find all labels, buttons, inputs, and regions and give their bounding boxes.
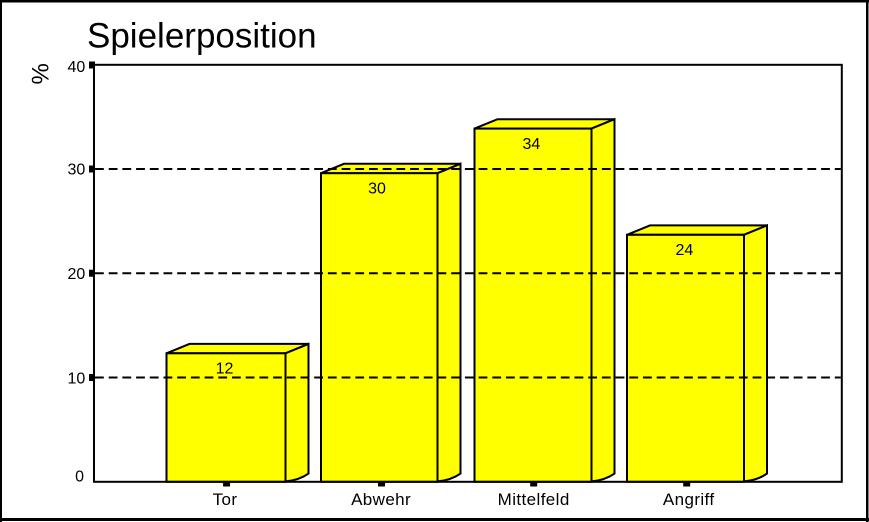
- svg-text:10: 10: [68, 371, 86, 388]
- svg-text:%: %: [27, 63, 54, 84]
- svg-text:Abwehr: Abwehr: [351, 490, 411, 509]
- svg-text:12: 12: [216, 361, 234, 378]
- svg-text:Mittelfeld: Mittelfeld: [498, 490, 570, 509]
- svg-text:30: 30: [368, 180, 386, 197]
- svg-text:20: 20: [68, 266, 86, 283]
- svg-text:40: 40: [68, 59, 86, 76]
- svg-text:30: 30: [68, 162, 86, 179]
- svg-text:24: 24: [676, 242, 694, 259]
- svg-text:0: 0: [75, 469, 84, 486]
- svg-text:Spielerposition: Spielerposition: [87, 16, 317, 55]
- svg-text:Tor: Tor: [213, 490, 238, 509]
- svg-text:34: 34: [523, 136, 541, 153]
- svg-text:Angriff: Angriff: [663, 490, 715, 509]
